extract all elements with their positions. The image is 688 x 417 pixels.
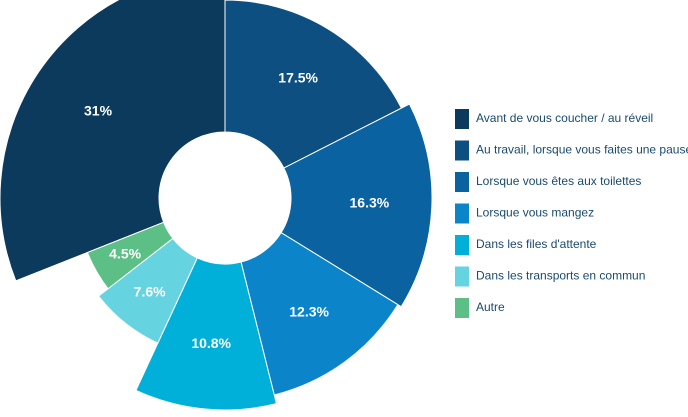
legend-label: Dans les files d'attente bbox=[476, 237, 597, 251]
legend-label: Lorsque vous êtes aux toilettes bbox=[476, 174, 641, 188]
legend-swatch bbox=[455, 235, 469, 255]
legend-label: Lorsque vous mangez bbox=[476, 206, 594, 220]
slice bbox=[135, 257, 278, 411]
slice-label: 7.6% bbox=[134, 283, 166, 299]
legend-swatch bbox=[455, 109, 469, 129]
slice-label: 10.8% bbox=[191, 335, 231, 351]
legend-swatch bbox=[455, 140, 469, 161]
legend-label: Autre bbox=[476, 300, 505, 314]
slice bbox=[0, 0, 226, 282]
slice bbox=[86, 221, 174, 290]
legend-swatch bbox=[455, 203, 469, 224]
slice-label: 4.5% bbox=[109, 246, 141, 262]
legend-swatch bbox=[455, 172, 469, 192]
legend-swatch bbox=[455, 298, 469, 318]
legend-label: Au travail, lorsque vous faites une paus… bbox=[476, 143, 688, 157]
slice-label: 17.5% bbox=[278, 69, 318, 85]
legend-label: Avant de vous coucher / au réveil bbox=[476, 111, 653, 125]
slice bbox=[224, 0, 403, 169]
slice bbox=[240, 231, 399, 396]
legend-label: Dans les transports en commun bbox=[476, 269, 645, 283]
slice-label: 31% bbox=[84, 102, 113, 118]
slice bbox=[280, 103, 433, 308]
legend-swatch bbox=[455, 266, 469, 287]
slice bbox=[97, 237, 198, 344]
slice-label: 16.3% bbox=[350, 195, 390, 211]
slice-label: 12.3% bbox=[289, 304, 329, 320]
